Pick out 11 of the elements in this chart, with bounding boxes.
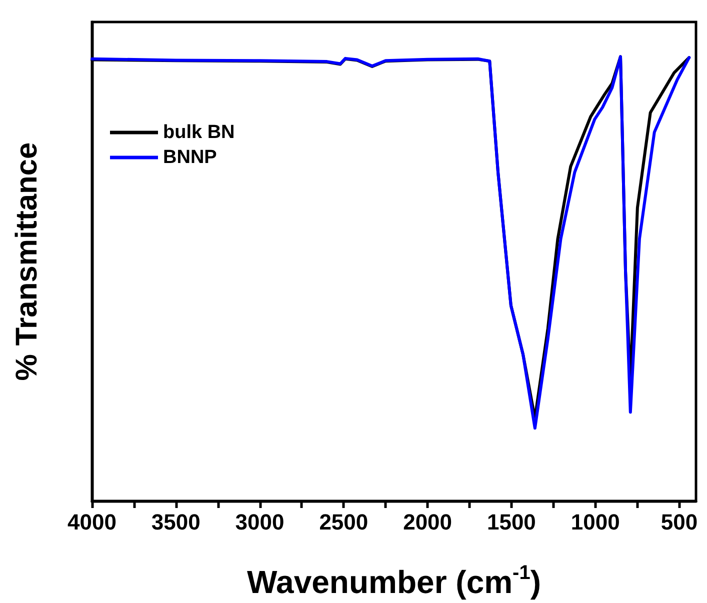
x-tick-label: 3500 [151, 510, 200, 534]
x-tick-label: 2000 [403, 510, 452, 534]
x-tick-label: 1500 [486, 510, 536, 534]
x-tick-label: 2500 [319, 510, 368, 534]
x-tick-label: 4000 [68, 510, 116, 534]
x-tick-label: 3000 [235, 510, 284, 534]
legend-label: bulk BN [163, 122, 235, 143]
x-tick-label: 1000 [570, 510, 620, 534]
y-axis-title: % Transmittance [10, 142, 44, 381]
legend-label: BNNP [163, 147, 218, 168]
x-tick-label: 500 [660, 510, 698, 534]
